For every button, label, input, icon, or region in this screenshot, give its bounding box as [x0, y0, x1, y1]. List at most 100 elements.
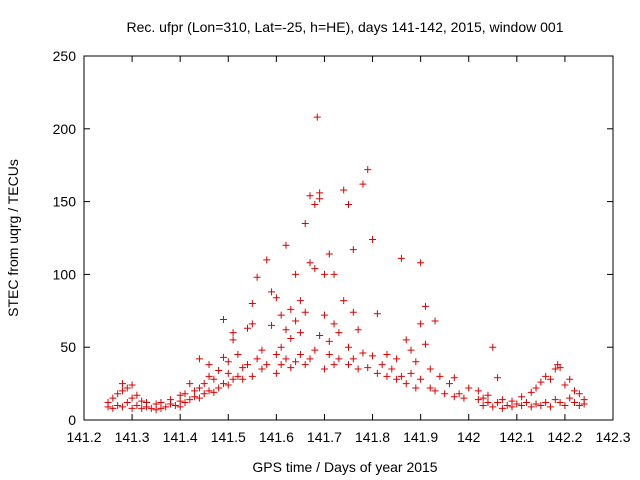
data-point	[320, 270, 328, 278]
data-point	[431, 387, 439, 395]
data-point	[407, 346, 415, 354]
data-point	[253, 273, 261, 281]
data-point	[431, 317, 439, 325]
data-point	[287, 334, 295, 342]
data-point	[474, 387, 482, 395]
data-point	[152, 400, 160, 408]
data-point	[219, 316, 227, 324]
data-point	[551, 396, 559, 404]
data-point	[272, 294, 280, 302]
data-point	[248, 372, 256, 380]
data-point	[393, 375, 401, 383]
data-point	[364, 166, 372, 174]
data-point	[147, 404, 155, 412]
data-point	[402, 336, 410, 344]
data-point	[561, 401, 569, 409]
data-point	[330, 320, 338, 328]
data-point	[229, 336, 237, 344]
data-point	[268, 321, 276, 329]
data-point	[393, 355, 401, 363]
chart-title: Rec. ufpr (Lon=310, Lat=-25, h=HE), days…	[126, 19, 563, 35]
data-point	[176, 391, 184, 399]
data-point	[542, 372, 550, 380]
data-point	[537, 378, 545, 386]
data-point	[489, 403, 497, 411]
data-point	[301, 361, 309, 369]
data-point	[282, 326, 290, 334]
y-tick-label: 200	[53, 121, 77, 137]
data-point	[258, 346, 266, 354]
data-point	[527, 403, 535, 411]
data-point	[441, 390, 449, 398]
data-point	[219, 353, 227, 361]
x-axis-label: GPS time / Days of year 2015	[252, 459, 437, 475]
data-point	[325, 250, 333, 258]
data-point	[388, 365, 396, 373]
x-tick-label: 141.8	[355, 429, 390, 445]
data-point	[200, 390, 208, 398]
data-point	[118, 403, 126, 411]
data-point	[215, 366, 223, 374]
data-point	[296, 350, 304, 358]
data-point	[210, 375, 218, 383]
y-tick-label: 150	[53, 194, 77, 210]
data-point	[354, 326, 362, 334]
data-point	[407, 369, 415, 377]
data-point	[296, 329, 304, 337]
data-point	[340, 297, 348, 305]
data-point	[191, 387, 199, 395]
data-point	[556, 364, 564, 372]
x-tick-label: 142	[457, 429, 481, 445]
data-point	[313, 113, 321, 121]
data-point	[566, 375, 574, 383]
data-point	[498, 396, 506, 404]
data-point	[484, 391, 492, 399]
data-point	[133, 401, 141, 409]
y-axis-label: STEC from uqrg / TECUs	[5, 159, 21, 317]
data-point	[349, 355, 357, 363]
data-point	[373, 310, 381, 318]
x-tick-label: 142.3	[595, 429, 630, 445]
data-point	[397, 254, 405, 262]
data-point	[417, 259, 425, 267]
data-point	[335, 355, 343, 363]
plot-frame	[83, 55, 614, 421]
data-point	[282, 355, 290, 363]
data-point	[479, 401, 487, 409]
data-point	[359, 349, 367, 357]
data-point	[296, 297, 304, 305]
data-point	[542, 399, 550, 407]
x-axis: 141.2 141.3 141.4 141.5 141.6 141.7 141.8 141.9…	[66, 56, 631, 445]
data-point	[244, 361, 252, 369]
data-point	[109, 394, 117, 402]
data-point	[402, 380, 410, 388]
data-point	[118, 380, 126, 388]
data-point	[436, 372, 444, 380]
data-point	[229, 375, 237, 383]
data-point	[566, 394, 574, 402]
y-tick-label: 50	[60, 339, 76, 355]
data-point	[215, 384, 223, 392]
data-point	[210, 388, 218, 396]
data-point	[248, 300, 256, 308]
x-tick-label: 142.2	[547, 429, 582, 445]
data-point	[330, 270, 338, 278]
data-point	[460, 394, 468, 402]
data-point	[195, 394, 203, 402]
x-tick-label: 141.9	[403, 429, 438, 445]
data-point	[301, 308, 309, 316]
data-point	[484, 399, 492, 407]
data-point	[162, 403, 170, 411]
data-point	[369, 235, 377, 243]
data-point	[508, 397, 516, 405]
data-point	[306, 192, 314, 200]
x-tick-label: 141.4	[163, 429, 198, 445]
data-point	[580, 400, 588, 408]
data-point	[455, 390, 463, 398]
data-point	[412, 358, 420, 366]
data-point	[123, 384, 131, 392]
data-point	[104, 399, 112, 407]
data-point	[234, 350, 242, 358]
data-point	[138, 397, 146, 405]
